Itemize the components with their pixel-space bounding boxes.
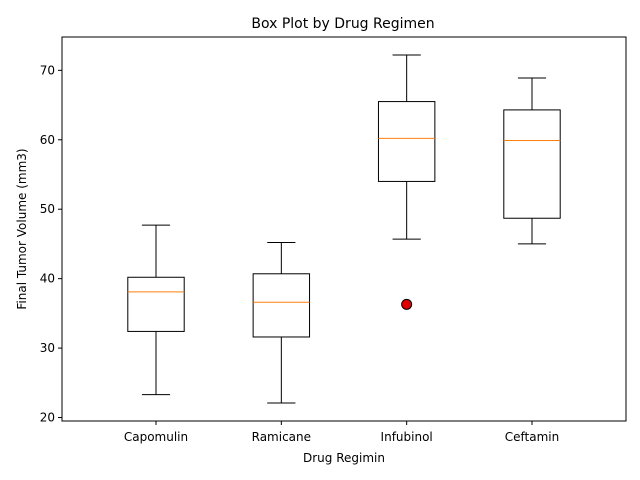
y-tick-label: 20 — [40, 411, 55, 425]
y-tick-label: 40 — [40, 272, 55, 286]
box-ramicane — [252, 242, 311, 404]
x-tick-label: Ceftamin — [505, 430, 559, 444]
x-axis-label: Drug Regimin — [303, 451, 385, 465]
y-axis: 20 30 40 50 60 70 — [40, 63, 62, 425]
iqr-box — [252, 273, 311, 338]
y-axis-label: Final Tumor Volume (mm3) — [15, 148, 29, 309]
plot-area — [127, 54, 561, 404]
y-tick-label: 60 — [40, 133, 55, 147]
y-tick-label: 30 — [40, 341, 55, 355]
x-tick-label: Capomulin — [124, 430, 188, 444]
x-tick-label: Infubinol — [381, 430, 433, 444]
box-infubinol — [377, 54, 436, 310]
iqr-box — [503, 109, 561, 219]
box-capomulin — [127, 224, 185, 396]
outlier-point — [401, 298, 413, 310]
x-axis: Capomulin Ramicane Infubinol Ceftamin — [124, 421, 559, 444]
axes-frame — [61, 36, 627, 422]
iqr-box — [377, 101, 436, 182]
box-ceftamin — [503, 77, 561, 245]
chart-title: Box Plot by Drug Regimen — [251, 16, 434, 32]
y-tick-label: 50 — [40, 202, 55, 216]
x-tick-label: Ramicane — [252, 430, 311, 444]
iqr-box — [127, 276, 185, 332]
y-tick-label: 70 — [40, 63, 55, 77]
